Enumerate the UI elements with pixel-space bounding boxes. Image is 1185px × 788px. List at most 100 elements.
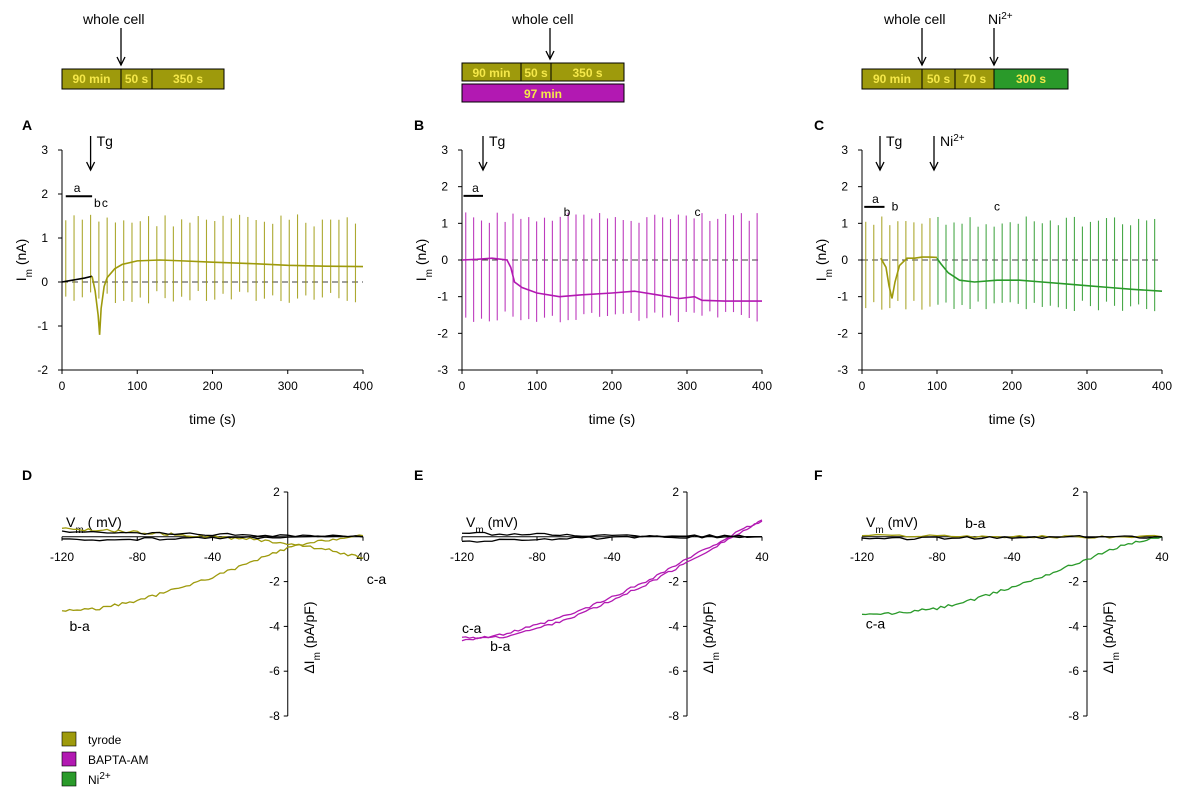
x-axis-label: time (s) [189, 411, 236, 427]
x-axis-label: Vm (mV) [466, 514, 518, 536]
y-tick-label: -3 [437, 363, 448, 377]
iv-trace-3 [61, 535, 364, 542]
y-axis-label: ΔIm (pA/pF) [301, 602, 323, 674]
x-axis-label: Vm (mV) [866, 514, 918, 536]
panel-C: C -3 -2 -1 0 1 2 3 0 100 200 300 400 time (s) Im (nA) a… [813, 117, 1172, 427]
y-tick-label: 2 [441, 180, 448, 194]
segment-label-b: b [892, 200, 899, 214]
protocol-segment-label: 350 s [173, 72, 203, 86]
segment-label-a: a [74, 181, 81, 195]
protocol-segment [550, 62, 625, 82]
legend-swatch [61, 771, 77, 787]
y-tick-label: 1 [841, 216, 848, 230]
y-tick-label: 0 [841, 253, 848, 267]
trace-1 [936, 257, 1163, 292]
panel-label: B [414, 117, 424, 133]
y-tick-label: 3 [441, 143, 448, 157]
segment-label-c: c [994, 200, 1000, 214]
x-tick-label: -40 [1003, 550, 1021, 564]
arrow-head [478, 161, 488, 172]
x-tick-label: 400 [752, 379, 772, 393]
arrow-head [929, 161, 939, 172]
x-axis-label: time (s) [989, 411, 1036, 427]
legend-swatch [61, 751, 77, 767]
y-tick-label: -8 [668, 709, 679, 723]
y-tick-label: -2 [437, 326, 448, 340]
curve-label-b-a: b-a [965, 515, 985, 531]
panel-label: A [22, 117, 32, 133]
panel-label: C [814, 117, 824, 133]
segment-label-c: c [102, 196, 108, 210]
y-tick-label: -4 [668, 619, 679, 633]
y-tick-label: -8 [1068, 709, 1079, 723]
x-tick-label: -120 [850, 550, 874, 564]
y-tick-label: 2 [672, 485, 679, 499]
x-tick-label: 0 [59, 379, 66, 393]
x-tick-label: -80 [129, 550, 147, 564]
y-tick-label: -2 [37, 363, 48, 377]
legend-swatch [61, 731, 77, 747]
protocol-segment-label: 50 s [524, 66, 548, 80]
y-tick-label: 1 [41, 231, 48, 245]
y-tick-label: -1 [437, 290, 448, 304]
protocol-segment [993, 68, 1069, 90]
protocol-segment-label: 300 s [1016, 72, 1046, 86]
x-tick-label: 40 [1155, 550, 1169, 564]
y-tick-label: -8 [269, 709, 280, 723]
ni-arrow-head [989, 56, 999, 67]
y-axis-label: Im (nA) [13, 239, 35, 282]
whole-cell-arrow-head [116, 56, 126, 67]
segment-label-c: c [695, 205, 701, 219]
protocol-segment-label: 50 s [927, 72, 951, 86]
ni-label: Ni2+ [988, 11, 1013, 28]
panel-label: F [814, 467, 823, 483]
x-tick-label: -120 [50, 550, 74, 564]
x-tick-label: 40 [755, 550, 769, 564]
x-tick-label: 100 [927, 379, 947, 393]
y-tick-label: -6 [269, 664, 280, 678]
iv-trace-3 [461, 534, 763, 543]
whole-cell-label: whole cell [883, 11, 945, 27]
panel-label: E [414, 467, 423, 483]
iv-trace-2 [461, 531, 763, 538]
iv-trace-2 [861, 535, 1163, 541]
curve-label-b-a: b-a [70, 618, 90, 634]
protocol-segment-label: 50 s [125, 72, 149, 86]
trace-0 [880, 256, 938, 299]
panel-F: F -120 -80 -40 40 -8 -6 -4 -2 2 Vm (mV) ΔIm (pA/pF)… [814, 467, 1169, 723]
x-tick-label: -80 [928, 550, 946, 564]
y-tick-label: -4 [1068, 619, 1079, 633]
y-tick-label: -6 [1068, 664, 1079, 678]
trace-0 [461, 257, 762, 302]
protocol-bapta-label: 97 min [524, 87, 562, 101]
whole-cell-arrow-head [917, 56, 927, 67]
x-tick-label: 400 [353, 379, 373, 393]
segment-label-b: b [564, 205, 571, 219]
panel-B: B -3 -2 -1 0 1 2 3 0 100 200 300 400 time (s) Im (nA) a… [413, 117, 772, 427]
curve-label-c-a: c-a [866, 616, 886, 632]
whole-cell-arrow-head [545, 50, 555, 61]
y-tick-label: -1 [37, 319, 48, 333]
arrow-label: Tg [489, 133, 505, 149]
iv-trace-1 [461, 520, 763, 640]
y-axis-label: Im (nA) [413, 239, 435, 282]
y-tick-label: -1 [837, 290, 848, 304]
segment-label-a: a [472, 181, 479, 195]
iv-trace-0 [461, 519, 763, 642]
x-tick-label: 100 [127, 379, 147, 393]
y-tick-label: 3 [841, 143, 848, 157]
panel-A: A -2 -1 0 1 2 3 0 100 200 300 400 time (s) Im (nA) ab c… [13, 117, 373, 427]
y-axis-label: Im (nA) [813, 239, 835, 282]
segment-label-a: a [872, 192, 879, 206]
y-tick-label: 2 [273, 485, 280, 499]
arrow-label: Tg [886, 133, 902, 149]
panel-E: E -120 -80 -40 40 -8 -6 -4 -2 2 Vm (mV) ΔIm (pA/pF)… [414, 467, 769, 723]
y-tick-label: 2 [841, 180, 848, 194]
protocol-bapta-bar [461, 83, 625, 103]
y-axis-label: ΔIm (pA/pF) [700, 602, 722, 674]
x-tick-label: 300 [1077, 379, 1097, 393]
trace-0 [61, 275, 93, 283]
x-tick-label: 200 [202, 379, 222, 393]
